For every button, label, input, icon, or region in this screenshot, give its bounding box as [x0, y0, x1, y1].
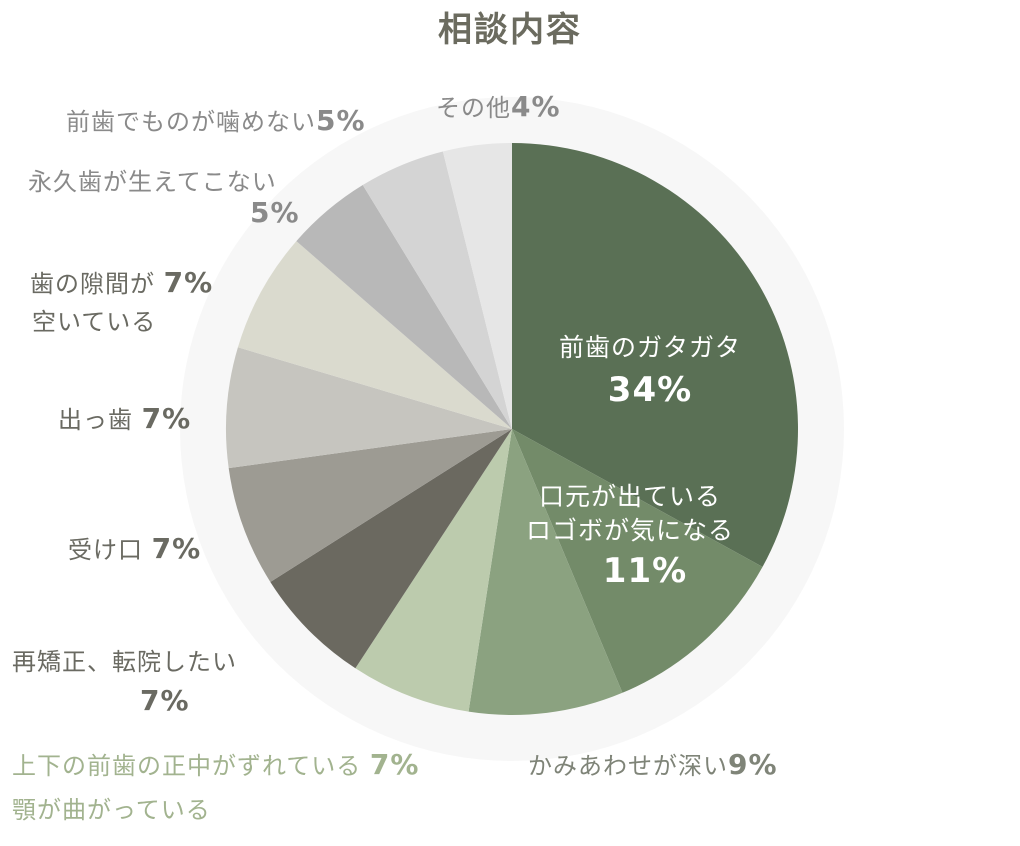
- label-protrusion-mouth: 口元が出ている ロゴボが気になる 11%: [500, 480, 760, 588]
- pie-slice: [512, 143, 798, 567]
- label-no-permanent-pct: 5%: [250, 196, 300, 229]
- label-gaps-line2: 空いている: [32, 308, 157, 336]
- label-deep-bite: かみあわせが深い9%: [528, 746, 778, 781]
- label-buck-teeth: 出っ歯 7%: [58, 400, 191, 435]
- label-text-line2: ロゴボが気になる: [525, 516, 734, 545]
- label-pct: 34%: [607, 370, 693, 410]
- pie-slice: [355, 429, 512, 712]
- label-underbite: 受け口 7%: [68, 530, 201, 565]
- label-pct: 7%: [163, 266, 214, 299]
- pie-slice: [225, 347, 512, 469]
- label-text: 前歯でものが噛めない: [66, 108, 316, 136]
- label-text-line1: 口元が出ている: [538, 482, 721, 511]
- chart-title: 相談内容: [438, 10, 582, 50]
- pie-slice: [512, 429, 763, 693]
- label-text: 出っ歯: [58, 406, 133, 434]
- label-pct: 11%: [602, 551, 688, 591]
- pie-slice: [270, 429, 512, 669]
- label-pct: 7%: [140, 684, 190, 717]
- pie-slice: [296, 185, 512, 429]
- label-pct: 7%: [151, 532, 202, 565]
- label-no-permanent: 永久歯が生えてこない: [28, 168, 277, 196]
- label-text: その他: [436, 94, 511, 122]
- pie-slice: [362, 151, 512, 429]
- label-text: かみあわせが深い: [528, 752, 728, 780]
- label-other: その他4%: [436, 88, 561, 123]
- pie-slice: [237, 241, 512, 429]
- label-retreatment: 再矯正、転院したい: [12, 648, 237, 676]
- label-pct: 9%: [728, 748, 778, 781]
- label-text: 前歯のガタガタ: [558, 333, 741, 362]
- label-midline: 上下の前歯の正中がずれている 7%: [12, 746, 419, 781]
- label-text: 受け口: [68, 536, 143, 564]
- label-text-line1: 上下の前歯の正中がずれている: [12, 752, 362, 780]
- label-gaps: 歯の隙間が 7%: [30, 264, 213, 299]
- label-front-crowding: 前歯のガタガタ 34%: [540, 328, 760, 410]
- label-midline-line2: 顎が曲がっている: [12, 796, 211, 824]
- label-pct: 4%: [511, 90, 561, 123]
- pie-slice: [442, 143, 512, 429]
- pie-slice: [228, 429, 512, 582]
- label-text-line1: 歯の隙間が: [30, 270, 155, 298]
- label-pct: 5%: [250, 196, 300, 229]
- label-pct: 7%: [141, 402, 192, 435]
- pie-slice: [468, 429, 623, 715]
- label-cant-bite: 前歯でものが噛めない5%: [66, 102, 366, 137]
- label-retreatment-pct: 7%: [140, 684, 190, 717]
- label-pct: 7%: [369, 748, 420, 781]
- label-pct: 5%: [316, 104, 366, 137]
